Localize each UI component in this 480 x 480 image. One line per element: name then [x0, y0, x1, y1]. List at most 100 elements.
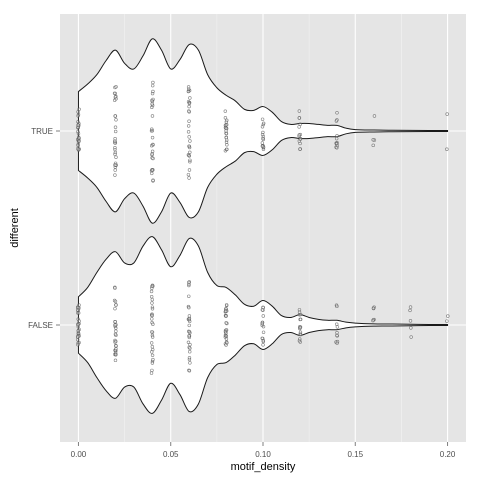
data-point — [114, 155, 118, 159]
data-point — [335, 325, 340, 329]
data-point — [409, 326, 413, 330]
data-point — [371, 318, 375, 323]
data-point — [150, 350, 154, 354]
data-point — [113, 332, 118, 336]
data-point — [150, 353, 155, 358]
data-point — [151, 156, 155, 161]
data-point — [76, 129, 80, 134]
data-point — [334, 136, 339, 141]
data-point — [260, 132, 265, 137]
data-point — [188, 361, 192, 365]
data-point — [297, 109, 302, 113]
data-point — [187, 334, 191, 338]
data-point — [75, 335, 80, 339]
data-point — [114, 85, 118, 89]
data-point — [445, 319, 449, 323]
data-point — [225, 143, 229, 147]
data-point — [113, 163, 117, 167]
data-point — [76, 114, 80, 118]
data-point — [446, 314, 450, 318]
data-point — [76, 120, 80, 124]
data-point — [261, 314, 265, 318]
data-point — [335, 111, 339, 115]
data-point — [225, 341, 229, 345]
data-point — [150, 284, 154, 289]
data-point — [77, 136, 81, 140]
data-point — [225, 118, 229, 123]
x-axis-title: motif_density — [231, 461, 296, 473]
data-point — [113, 286, 117, 290]
data-point — [150, 135, 155, 140]
data-point — [187, 314, 192, 318]
data-point — [76, 311, 81, 315]
data-point — [371, 138, 375, 142]
data-point — [334, 119, 339, 123]
x-axis: 0.00 0.05 0.10 0.15 0.20 — [71, 442, 456, 459]
data-point — [113, 95, 118, 99]
data-point — [409, 335, 413, 339]
data-point — [261, 324, 266, 329]
x-tick-label: 0.20 — [440, 450, 456, 459]
data-point — [151, 83, 155, 88]
data-point — [223, 116, 228, 120]
data-point — [335, 333, 339, 338]
data-point — [149, 289, 154, 294]
data-point — [261, 330, 266, 334]
data-point — [188, 350, 192, 354]
data-point — [114, 97, 118, 101]
data-point — [298, 312, 303, 317]
data-point — [187, 357, 192, 362]
data-points — [75, 80, 450, 375]
data-point — [408, 308, 412, 313]
data-point — [298, 317, 303, 322]
data-point — [298, 332, 303, 337]
data-point — [223, 329, 228, 334]
data-point — [187, 104, 191, 109]
data-point — [298, 122, 302, 126]
data-point — [371, 143, 375, 148]
data-point — [445, 112, 449, 116]
data-point — [297, 133, 301, 137]
data-point — [76, 343, 80, 347]
data-point — [335, 143, 339, 148]
data-point — [298, 330, 303, 334]
data-point — [150, 152, 154, 156]
data-point — [113, 150, 118, 155]
x-tick-label: 0.00 — [71, 450, 87, 459]
data-point — [151, 80, 155, 85]
data-point — [187, 176, 191, 180]
data-point — [76, 308, 80, 312]
data-point — [76, 329, 81, 333]
data-point — [150, 114, 155, 118]
data-point — [186, 172, 191, 177]
data-point — [224, 126, 228, 131]
x-tick-label: 0.10 — [255, 450, 271, 459]
data-point — [114, 118, 118, 122]
data-point — [187, 168, 192, 172]
data-point — [150, 320, 154, 325]
data-point — [260, 144, 265, 148]
data-point — [114, 344, 118, 348]
data-point — [187, 109, 191, 113]
data-point — [260, 321, 264, 326]
data-point — [150, 127, 154, 131]
x-tick-label: 0.05 — [163, 450, 179, 459]
data-point — [151, 322, 155, 326]
data-point — [298, 147, 302, 151]
data-point — [187, 323, 191, 328]
y-tick-label: FALSE — [28, 321, 53, 330]
data-point — [261, 136, 265, 141]
data-point — [113, 306, 117, 311]
data-point — [187, 305, 191, 310]
data-point — [150, 317, 154, 321]
data-point — [150, 307, 155, 311]
data-point — [150, 345, 155, 349]
data-point — [113, 173, 117, 177]
data-point — [113, 320, 117, 324]
data-point — [150, 91, 155, 96]
data-point — [187, 294, 191, 298]
data-point — [225, 123, 229, 127]
data-point — [408, 319, 413, 323]
y-axis-title: different — [9, 208, 21, 248]
data-point — [113, 137, 117, 141]
